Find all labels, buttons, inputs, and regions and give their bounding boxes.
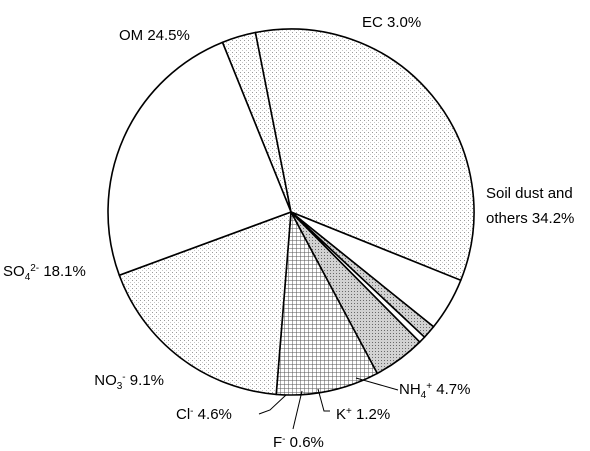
pie-slice-soil-dust-and-others (254, 28, 475, 282)
slice-label-soil-dust-and-others-line1: Soil dust and (486, 185, 573, 202)
slice-label-om: OM 24.5% (119, 27, 190, 44)
leader-line-cl- (258, 394, 287, 415)
slice-label-soil-dust-and-others-line2: others 34.2% (486, 210, 574, 227)
pie-slice-so42- (118, 211, 292, 396)
leader-line-f- (292, 390, 303, 430)
slice-label-ec: EC 3.0% (362, 14, 421, 31)
slice-label-f-: F- 0.6% (273, 434, 324, 451)
leader-line-k- (317, 388, 330, 412)
leader-line-nh4- (355, 377, 399, 391)
slice-label-so42-: SO42- 18.1% (3, 263, 86, 283)
pie-slice-om (107, 41, 292, 276)
slice-label-no3-: NO3- 9.1% (94, 372, 164, 392)
pie-slice-no3- (275, 211, 379, 396)
slice-label-k-: K+ 1.2% (336, 406, 390, 423)
slice-label-nh4-: NH4+ 4.7% (399, 381, 470, 401)
slice-label-cl-: Cl- 4.6% (176, 406, 232, 423)
